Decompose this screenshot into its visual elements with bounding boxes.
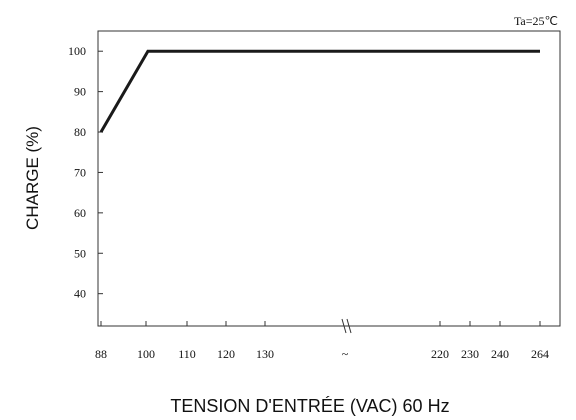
x-tick-label: 120 [217,347,235,361]
x-tick-label: 220 [431,347,449,361]
y-tick-label: 70 [74,165,86,179]
y-tick-label: 40 [74,287,86,301]
x-tick-label: 240 [491,347,509,361]
x-tick-label: 110 [178,347,196,361]
x-tick-label: 88 [95,347,107,361]
plot-frame [97,30,561,327]
load-curve [99,49,540,133]
y-axis-ticks: 40 50 60 70 80 90 100 [68,44,103,301]
x-tick-label: 130 [256,347,274,361]
y-tick-label: 60 [74,206,86,220]
y-tick-label: 100 [68,44,86,58]
y-tick-label: 50 [74,246,86,260]
axis-break-marker [341,318,352,334]
y-axis-title: CHARGE (%) [23,126,42,230]
x-tick-label: 100 [137,347,155,361]
ambient-temperature-annotation: Ta=25℃ [514,14,558,28]
y-tick-label: 80 [74,125,86,139]
x-tick-label: ~ [342,347,349,361]
x-tick-label: 264 [531,347,549,361]
x-axis-title: TENSION D'ENTRÉE (VAC) 60 Hz [170,396,449,416]
x-axis-ticks: 88 100 110 120 130 ~220 230 240 264 [95,321,549,361]
y-tick-label: 90 [74,85,86,99]
x-tick-label: 230 [461,347,479,361]
